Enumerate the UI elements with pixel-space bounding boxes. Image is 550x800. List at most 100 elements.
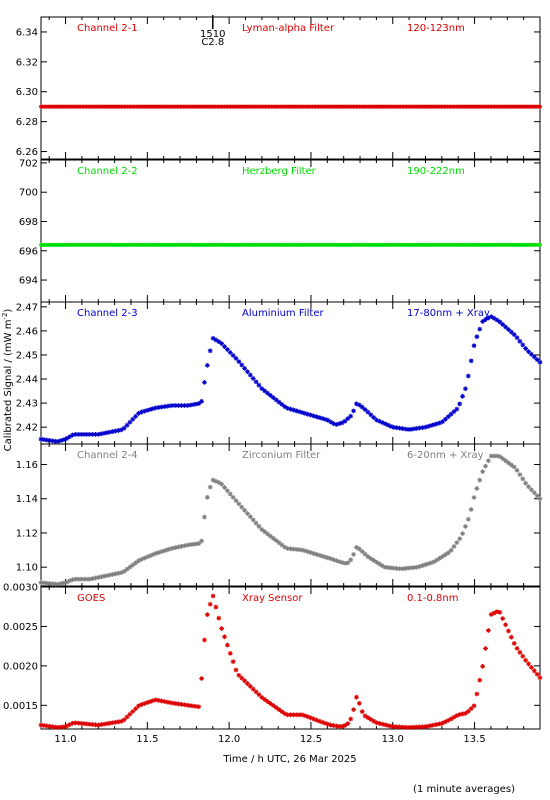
data-point — [141, 408, 147, 414]
data-point — [342, 560, 348, 566]
data-point — [55, 581, 61, 587]
y-tick-label: 1.12 — [16, 528, 38, 539]
data-point — [219, 341, 225, 347]
data-point — [265, 390, 270, 396]
data-point — [273, 397, 279, 403]
data-point — [494, 453, 500, 459]
data-point — [193, 541, 199, 547]
data-point — [451, 409, 457, 415]
data-point — [58, 581, 64, 586]
data-point — [480, 663, 486, 669]
data-point — [474, 691, 480, 697]
data-point — [110, 572, 116, 577]
data-point — [483, 463, 488, 469]
data-point — [485, 628, 491, 633]
data-point — [161, 404, 167, 410]
data-point — [250, 517, 256, 523]
data-point — [359, 709, 365, 714]
data-point — [428, 423, 434, 428]
data-point — [319, 553, 325, 559]
data-point — [67, 722, 73, 728]
data-point — [270, 703, 276, 708]
y-tick-label: 6.32 — [16, 57, 38, 68]
data-point — [124, 714, 130, 720]
data-point — [41, 580, 47, 586]
data-point — [150, 552, 156, 558]
data-point — [138, 702, 144, 707]
data-point — [483, 646, 488, 651]
data-point — [207, 484, 213, 490]
data-point — [276, 707, 282, 712]
data-point — [247, 514, 253, 520]
data-point — [98, 574, 104, 580]
data-point — [107, 429, 113, 435]
data-point — [104, 721, 110, 727]
data-point — [500, 456, 506, 462]
data-point — [316, 415, 322, 420]
data-point — [336, 724, 342, 729]
data-point — [116, 719, 121, 725]
data-point — [225, 347, 230, 352]
data-point — [90, 576, 96, 582]
data-point — [497, 609, 503, 615]
panel-frame — [40, 301, 541, 445]
data-point — [130, 416, 136, 422]
data-point — [213, 337, 219, 343]
data-point — [84, 721, 90, 727]
data-point — [538, 104, 542, 109]
data-point — [38, 436, 44, 442]
data-point — [468, 358, 474, 364]
data-point — [138, 557, 144, 562]
y-tick-label: 694 — [19, 276, 38, 287]
data-point — [411, 724, 417, 730]
data-point — [305, 714, 311, 720]
data-point — [61, 580, 67, 586]
data-point — [230, 659, 236, 665]
data-point — [268, 701, 273, 706]
data-point — [144, 700, 150, 706]
data-point — [325, 417, 331, 423]
data-point — [528, 664, 534, 670]
data-point — [107, 572, 113, 578]
data-point — [394, 566, 400, 571]
data-point — [359, 404, 365, 410]
data-point — [73, 576, 78, 582]
data-point — [193, 401, 199, 407]
data-point — [121, 425, 127, 431]
data-point — [422, 424, 428, 430]
data-point — [279, 709, 285, 715]
data-point — [113, 428, 118, 434]
data-point — [104, 573, 110, 579]
data-point — [161, 548, 167, 554]
data-point — [176, 544, 182, 550]
data-point — [107, 720, 113, 726]
data-point — [388, 723, 394, 729]
data-point — [402, 426, 408, 432]
data-point — [127, 564, 133, 570]
data-point — [285, 712, 291, 718]
y-tick-label: 1.16 — [16, 460, 38, 471]
data-point — [402, 724, 408, 730]
data-point — [325, 721, 331, 727]
panel-4: 1.10 1.12 1.14 1.16 Channel 2-4 Zirconium Fil… — [16, 443, 543, 587]
data-point — [216, 480, 222, 485]
data-point — [379, 721, 385, 727]
data-point — [256, 692, 262, 698]
data-point — [288, 712, 293, 718]
data-point — [448, 547, 454, 553]
data-point — [202, 379, 207, 385]
data-point — [463, 386, 468, 392]
data-point — [420, 724, 425, 730]
data-point — [377, 418, 382, 424]
data-point — [508, 329, 514, 335]
data-point — [285, 405, 291, 411]
data-point — [167, 700, 173, 706]
data-point — [402, 566, 408, 571]
data-point — [451, 714, 457, 720]
data-point — [348, 557, 354, 563]
data-point — [273, 705, 279, 710]
data-point — [288, 546, 293, 552]
data-point — [179, 701, 184, 707]
data-point — [87, 431, 93, 437]
y-tick-label: 6.30 — [16, 87, 38, 98]
